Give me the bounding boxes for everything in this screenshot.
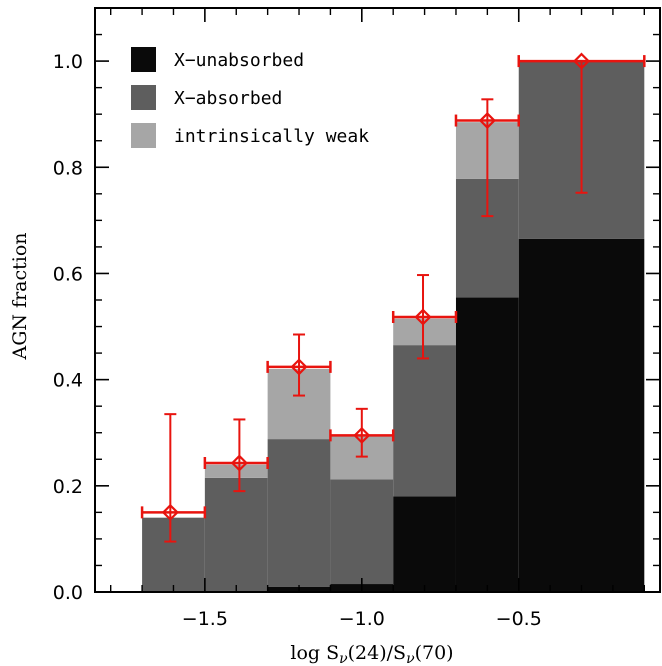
stacked-bars [142,61,645,593]
legend-label-3: intrinsically weak [174,126,369,147]
y-tick-label-5: 0.8 [53,157,83,179]
legend-swatch-2 [131,85,156,110]
y-tick-label-1: 0.0 [53,582,83,604]
point-marker-1 [161,503,179,521]
bar-bin4-series2 [330,479,394,585]
data-points-with-errors [140,52,646,543]
point-marker-7 [572,52,591,70]
legend-label-2: X−absorbed [174,88,282,109]
y-axis-label: AGN fraction [9,232,31,360]
bar-bin1-series2 [142,517,205,592]
point-marker-6 [478,111,496,130]
point-marker-2 [230,454,248,472]
bar-bin7-series1 [518,238,645,593]
x-tick-label-1: −1.5 [182,608,228,630]
x-axis-label-mid: (24)/S [348,642,406,664]
point-marker-5 [414,308,432,326]
bar-bin2-series3 [204,464,268,478]
y-tick-label-6: 1.0 [53,51,83,73]
x-axis-label-main: log S [290,642,339,664]
legend: X−unabsorbed X−absorbed intrinsically weak [131,47,369,148]
axis-ticks: −1.5 −1.0 −0.5 0.0 0.2 0.4 0.6 0.8 1.0 [53,7,660,630]
y-tick-label-2: 0.2 [53,476,83,498]
point-marker-3 [290,358,308,376]
bar-bin5-series1 [393,496,456,592]
bar-bin5-series2 [393,345,456,497]
y-tick-label-4: 0.6 [53,263,83,285]
bar-bin3-series2 [267,439,331,587]
x-axis-label: log Sν(24)/Sν(70) [290,642,453,666]
legend-label-1: X−unabsorbed [174,50,304,71]
bar-bin6-series1 [455,297,519,592]
bar-bin2-series2 [204,477,268,592]
legend-swatch-3 [131,123,156,148]
x-axis-label-sub2: ν [406,651,415,666]
y-tick-label-3: 0.4 [53,370,83,392]
x-tick-label-2: −1.0 [339,608,385,630]
legend-swatch-1 [131,47,156,72]
x-axis-label-end: (70) [415,642,454,664]
x-axis-label-sub1: ν [339,651,348,666]
x-tick-label-3: −0.5 [496,608,542,630]
point-marker-4 [353,426,371,444]
